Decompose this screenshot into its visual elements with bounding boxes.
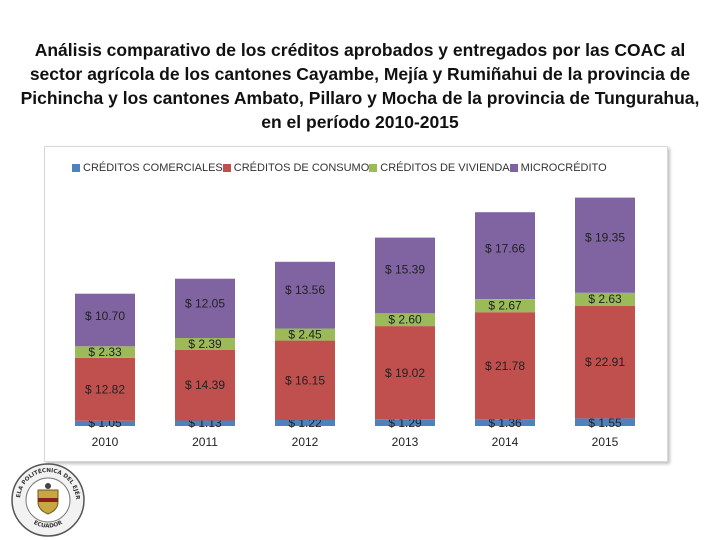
data-label-vivienda-2012: $ 2.45 [288, 328, 322, 342]
bar-microcredito-2015 [575, 197, 635, 293]
bar-vivienda-2010 [75, 346, 135, 358]
bar-consumo-2014 [475, 312, 535, 420]
bar-comerciales-2011 [175, 420, 235, 426]
legend-swatch-microcredito [509, 164, 518, 172]
bar-consumo-2011 [175, 349, 235, 421]
bar-comerciales-2010 [75, 420, 135, 426]
emblem-bottom-text: ECUADOR [33, 520, 65, 530]
data-label-microcredito-2013: $ 15.39 [385, 262, 425, 276]
bar-microcredito-2014 [475, 212, 535, 299]
data-label-comerciales-2015: $ 1.55 [588, 416, 622, 430]
data-label-vivienda-2010: $ 2.33 [88, 345, 122, 359]
data-label-microcredito-2012: $ 13.56 [285, 283, 325, 297]
emblem-condor-icon [45, 483, 51, 489]
bar-microcredito-2011 [175, 278, 235, 338]
bar-vivienda-2013 [375, 313, 435, 327]
x-tick-label-2015: 2015 [592, 435, 619, 449]
bar-vivienda-2015 [575, 292, 635, 306]
data-label-comerciales-2014: $ 1.36 [488, 416, 522, 430]
bar-comerciales-2012 [275, 420, 335, 426]
bar-vivienda-2011 [175, 337, 235, 350]
data-label-consumo-2012: $ 16.15 [285, 373, 325, 387]
bar-consumo-2010 [75, 357, 135, 421]
x-tick-label-2010: 2010 [92, 435, 119, 449]
bar-consumo-2012 [275, 340, 335, 420]
data-label-vivienda-2011: $ 2.39 [188, 337, 222, 351]
bar-comerciales-2013 [375, 419, 435, 426]
x-tick-label-2011: 2011 [192, 435, 218, 449]
legend-item-microcredito: MICROCRÉDITO [509, 162, 607, 174]
bar-vivienda-2012 [275, 328, 335, 341]
legend-item-consumo: CRÉDITOS DE CONSUMO [222, 162, 370, 174]
data-label-microcredito-2014: $ 17.66 [485, 242, 525, 256]
x-tick-label-2013: 2013 [392, 435, 419, 449]
legend-swatch-vivienda [369, 164, 378, 172]
x-tick-label-2012: 2012 [292, 435, 319, 449]
data-label-vivienda-2014: $ 2.67 [488, 299, 522, 313]
data-label-microcredito-2015: $ 19.35 [585, 231, 625, 245]
chart-legend: CRÉDITOS COMERCIALES CRÉDITOS DE CONSUMO… [72, 162, 607, 174]
legend-label-microcredito: MICROCRÉDITO [520, 162, 607, 174]
legend-label-comerciales: CRÉDITOS COMERCIALES [83, 162, 223, 174]
data-label-microcredito-2011: $ 12.05 [185, 297, 225, 311]
chart-frame [44, 146, 668, 462]
legend-label-consumo: CRÉDITOS DE CONSUMO [233, 162, 370, 174]
bar-vivienda-2014 [475, 299, 535, 313]
emblem-shield-band-icon [38, 498, 58, 502]
data-label-consumo-2013: $ 19.02 [385, 366, 425, 380]
legend-item-vivienda: CRÉDITOS DE VIVIENDA [369, 162, 510, 174]
bar-comerciales-2014 [475, 419, 535, 426]
bar-consumo-2015 [575, 305, 635, 419]
university-emblem: ESCUELA POLITÉCNICA DEL EJÉRCITO ECUADOR [10, 462, 85, 537]
bar-microcredito-2012 [275, 261, 335, 329]
data-label-consumo-2014: $ 21.78 [485, 359, 525, 373]
bar-microcredito-2013 [375, 237, 435, 314]
legend-label-vivienda: CRÉDITOS DE VIVIENDA [380, 162, 510, 174]
bar-comerciales-2015 [575, 418, 635, 426]
legend-item-comerciales: CRÉDITOS COMERCIALES [72, 162, 223, 174]
legend-swatch-comerciales [72, 164, 80, 172]
x-tick-label-2014: 2014 [492, 435, 519, 449]
data-label-vivienda-2015: $ 2.63 [588, 292, 622, 306]
data-label-consumo-2011: $ 14.39 [185, 378, 225, 392]
data-label-consumo-2010: $ 12.82 [85, 382, 125, 396]
bar-consumo-2013 [375, 326, 435, 420]
data-label-consumo-2015: $ 22.91 [585, 355, 625, 369]
data-label-microcredito-2010: $ 10.70 [85, 309, 125, 323]
bar-microcredito-2010 [75, 293, 135, 347]
data-label-vivienda-2013: $ 2.60 [388, 313, 422, 327]
legend-swatch-consumo [222, 164, 231, 172]
page-title: Análisis comparativo de los créditos apr… [20, 40, 700, 132]
